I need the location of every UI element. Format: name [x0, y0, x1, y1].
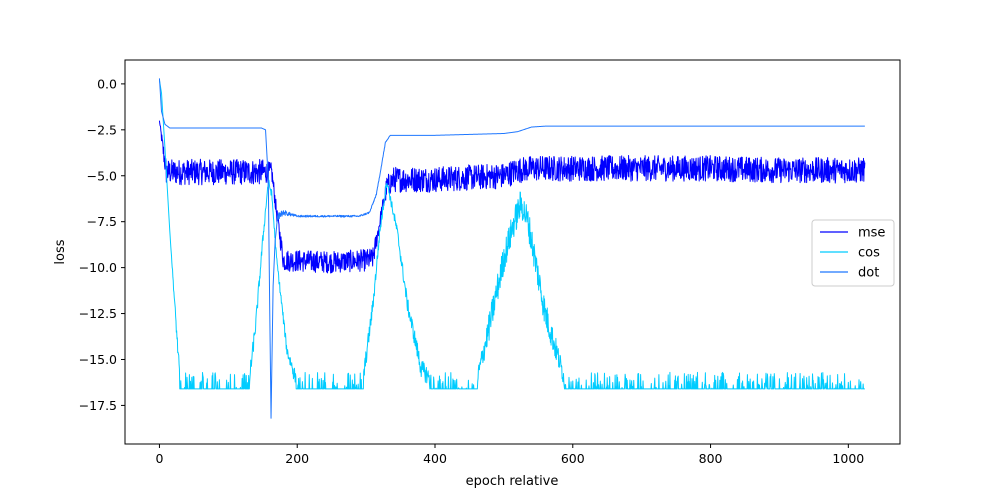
x-axis: 0 200 400 600 800 1000: [155, 444, 864, 466]
legend-label-dot: dot: [858, 266, 879, 281]
legend-box: [811, 219, 895, 287]
y-tick-label: 0.0: [97, 76, 117, 91]
series-line-cos: [158, 80, 866, 390]
series-layer: [158, 78, 866, 419]
x-tick-label: 800: [699, 451, 723, 466]
x-tick-label: 200: [285, 451, 309, 466]
series-line-dot: [158, 78, 866, 419]
y-tick-label: −2.5: [87, 122, 117, 137]
plot-frame: [124, 59, 901, 445]
y-axis: 0.0 −2.5 −5.0 −7.5 −10.0 −12.5 −15.0 −17.5: [79, 76, 125, 413]
series-line-mse: [158, 120, 866, 274]
x-tick-label: 600: [561, 451, 585, 466]
y-tick-label: −12.5: [79, 306, 117, 321]
y-tick-label: −15.0: [79, 352, 117, 367]
x-tick-label: 0: [155, 451, 163, 466]
y-tick-label: −17.5: [79, 398, 117, 413]
legend-label-cos: cos: [858, 246, 880, 261]
x-tick-label: 400: [423, 451, 447, 466]
y-axis-label: loss: [53, 239, 68, 264]
x-tick-label: 1000: [832, 451, 864, 466]
y-tick-label: −5.0: [87, 168, 117, 183]
y-tick-label: −10.0: [79, 260, 117, 275]
y-tick-label: −7.5: [87, 214, 117, 229]
legend-label-mse: mse: [858, 226, 885, 241]
legend: mse cos dot: [811, 219, 895, 287]
x-axis-label: epoch relative: [466, 474, 559, 489]
